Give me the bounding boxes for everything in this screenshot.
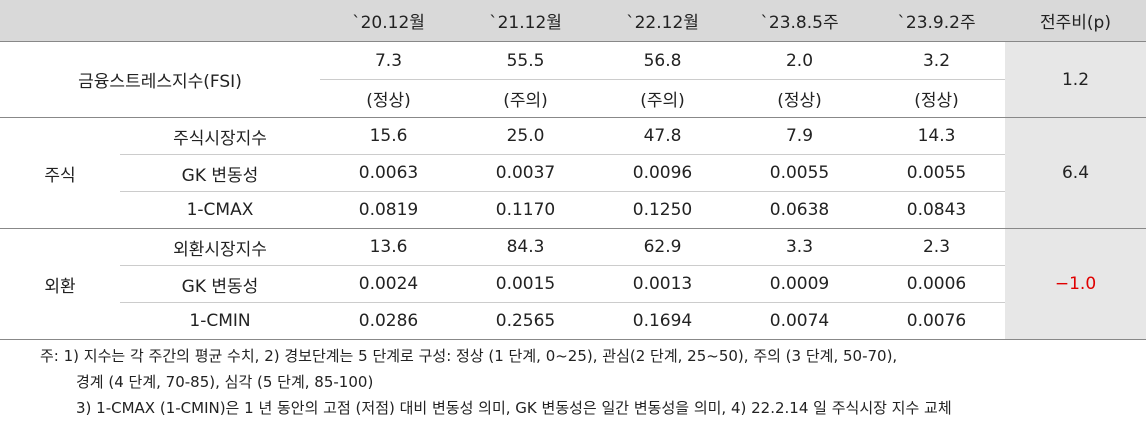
row-label: 외환시장지수 — [120, 228, 320, 266]
header-cell: `22.12월 — [594, 0, 731, 42]
value-cell: 0.0055 — [731, 154, 868, 192]
change-cell: 6.4 — [1005, 117, 1146, 229]
row-label: 금융스트레스지수(FSI) — [0, 41, 320, 118]
header-blank — [0, 0, 320, 42]
value-cell: 15.6 — [320, 117, 457, 155]
table-row: 주식 주식시장지수 15.6 25.0 47.8 7.9 14.3 6.4 — [0, 117, 1146, 229]
value-cell: 0.0843 — [868, 191, 1005, 229]
value-cell: 0.0286 — [320, 302, 457, 339]
value-cell: 0.0076 — [868, 302, 1005, 339]
status-cell: (주의) — [594, 79, 731, 118]
header-cell: `23.8.5주 — [731, 0, 868, 42]
table-row: (정상) (주의) (주의) (정상) (정상) — [0, 79, 1146, 118]
table-row: 1-CMIN 0.0286 0.2565 0.1694 0.0074 0.0076 — [0, 302, 1146, 339]
value-cell: 62.9 — [594, 228, 731, 266]
value-cell: 7.9 — [731, 117, 868, 155]
status-cell: (정상) — [320, 79, 457, 118]
status-cell: (정상) — [731, 79, 868, 118]
change-cell: −1.0 — [1005, 228, 1146, 339]
note-line: 주: 1) 지수는 각 주간의 평균 수치, 2) 경보단계는 5 단계로 구성… — [40, 347, 898, 365]
section-label: 주식 — [0, 117, 120, 229]
row-label: 주식시장지수 — [120, 117, 320, 155]
note-line: 경계 (4 단계, 70-85), 심각 (5 단계, 85-100) — [76, 373, 374, 391]
notes: 주: 1) 지수는 각 주간의 평균 수치, 2) 경보단계는 5 단계로 구성… — [0, 339, 1146, 421]
value-cell: 2.3 — [868, 228, 1005, 266]
note-line: 3) 1-CMAX (1-CMIN)은 1 년 동안의 고점 (저점) 대비 변… — [76, 399, 952, 417]
row-label: 1-CMIN — [120, 302, 320, 339]
value-cell: 47.8 — [594, 117, 731, 155]
status-cell: (정상) — [868, 79, 1005, 118]
value-cell: 0.0024 — [320, 265, 457, 303]
value-cell: 7.3 — [320, 41, 457, 80]
value-cell: 0.1694 — [594, 302, 731, 339]
row-label: GK 변동성 — [120, 154, 320, 192]
row-label: GK 변동성 — [120, 265, 320, 303]
header-cell: `23.9.2주 — [868, 0, 1005, 42]
row-label: 1-CMAX — [120, 191, 320, 229]
change-cell: 1.2 — [1005, 41, 1146, 118]
table-row: 외환 외환시장지수 13.6 84.3 62.9 3.3 2.3 −1.0 — [0, 228, 1146, 339]
value-cell: 2.0 — [731, 41, 868, 80]
value-cell: 0.0015 — [457, 265, 594, 303]
value-cell: 14.3 — [868, 117, 1005, 155]
value-cell: 0.0819 — [320, 191, 457, 229]
header-cell: `21.12월 — [457, 0, 594, 42]
value-cell: 0.0638 — [731, 191, 868, 229]
value-cell: 84.3 — [457, 228, 594, 266]
value-cell: 3.3 — [731, 228, 868, 266]
status-cell: (주의) — [457, 79, 594, 118]
value-cell: 0.1170 — [457, 191, 594, 229]
value-cell: 0.0055 — [868, 154, 1005, 192]
value-cell: 0.0037 — [457, 154, 594, 192]
header-cell: `20.12월 — [320, 0, 457, 42]
value-cell: 0.0063 — [320, 154, 457, 192]
table-row: 금융스트레스지수(FSI) 7.3 55.5 56.8 2.0 3.2 1.2 — [0, 41, 1146, 118]
value-cell: 0.0009 — [731, 265, 868, 303]
value-cell: 56.8 — [594, 41, 731, 80]
table-row: `20.12월 `21.12월 `22.12월 `23.8.5주 `23.9.2주 전주비… — [0, 0, 1146, 42]
table-row: GK 변동성 0.0063 0.0037 0.0096 0.0055 0.0055 — [0, 154, 1146, 192]
value-cell: 0.2565 — [457, 302, 594, 339]
table-row: GK 변동성 0.0024 0.0015 0.0013 0.0009 0.0006 — [0, 265, 1146, 303]
value-cell: 25.0 — [457, 117, 594, 155]
value-cell: 0.0013 — [594, 265, 731, 303]
value-cell: 0.1250 — [594, 191, 731, 229]
value-cell: 13.6 — [320, 228, 457, 266]
header-cell: 전주비(p) — [1005, 0, 1146, 42]
value-cell: 55.5 — [457, 41, 594, 80]
value-cell: 0.0006 — [868, 265, 1005, 303]
fsi-table: `20.12월 `21.12월 `22.12월 `23.8.5주 `23.9.2주 전주비… — [0, 0, 1146, 339]
value-cell: 3.2 — [868, 41, 1005, 80]
value-cell: 0.0096 — [594, 154, 731, 192]
table-row: 1-CMAX 0.0819 0.1170 0.1250 0.0638 0.0843 — [0, 191, 1146, 229]
section-label: 외환 — [0, 228, 120, 339]
value-cell: 0.0074 — [731, 302, 868, 339]
